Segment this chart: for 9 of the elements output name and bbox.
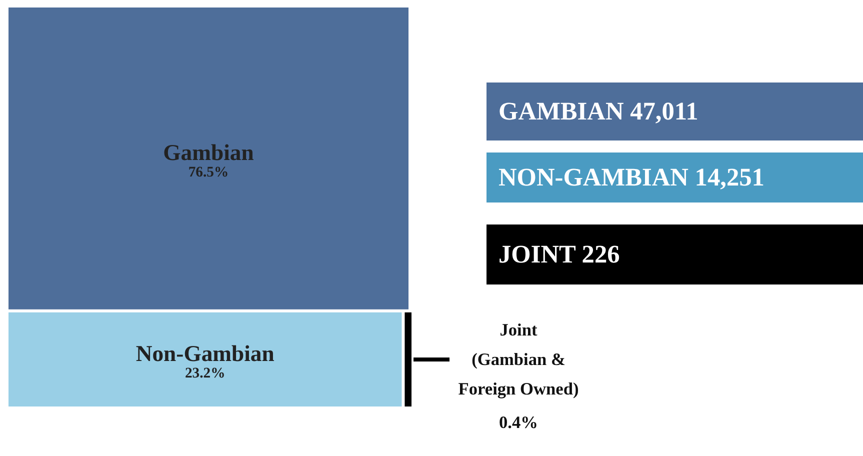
text: GAMBIAN 47,011 — [498, 98, 698, 126]
data-label: 23.2% — [184, 365, 226, 382]
category-label: Gambian — [163, 140, 254, 165]
category-label: Non-Gambian — [136, 340, 275, 366]
text: NON-GAMBIAN 14,251 — [498, 164, 764, 192]
data-label: 0.4% — [499, 413, 538, 432]
data-label: 76.5% — [188, 164, 229, 180]
text: JOINT 226 — [498, 240, 620, 268]
category-label: Joint (Gambian & Foreign Owned) — [458, 320, 579, 398]
